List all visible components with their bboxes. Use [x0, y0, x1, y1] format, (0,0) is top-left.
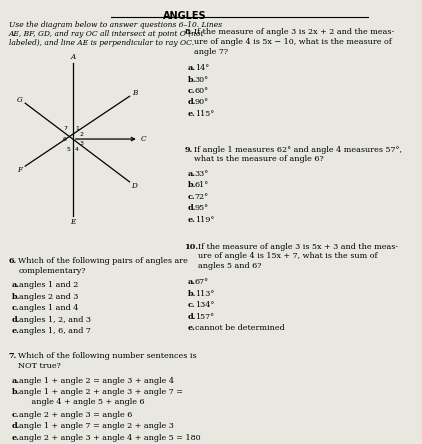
- Text: Which of the following number sentences is
NOT true?: Which of the following number sentences …: [18, 352, 197, 370]
- Text: If the measure of angle 3 is 2x + 2 and the meas-
ure of angle 4 is 5x − 10, wha: If the measure of angle 3 is 2x + 2 and …: [194, 28, 394, 56]
- Text: 33°: 33°: [195, 170, 209, 178]
- Text: G: G: [17, 96, 23, 104]
- Text: e.: e.: [187, 110, 195, 118]
- Text: B: B: [132, 89, 137, 97]
- Text: 10.: 10.: [184, 242, 198, 250]
- Text: c.: c.: [187, 301, 195, 309]
- Text: d.: d.: [12, 316, 20, 324]
- Text: 119°: 119°: [195, 215, 214, 223]
- Text: 4: 4: [75, 147, 79, 151]
- Text: e.: e.: [12, 433, 19, 442]
- Text: b.: b.: [187, 75, 196, 83]
- Text: F: F: [18, 166, 22, 174]
- Text: E: E: [70, 218, 76, 226]
- Text: 9.: 9.: [184, 146, 193, 154]
- Text: If angle 1 measures 62° and angle 4 measures 57°,
what is the measure of angle 6: If angle 1 measures 62° and angle 4 meas…: [194, 146, 402, 163]
- Text: e.: e.: [187, 215, 195, 223]
- Text: e.: e.: [187, 324, 195, 332]
- Text: b.: b.: [12, 293, 20, 301]
- Text: Use the diagram below to answer questions 6–10. Lines
AE, BF, GD, and ray OC all: Use the diagram below to answer question…: [9, 21, 222, 48]
- Text: 3: 3: [79, 141, 83, 146]
- Text: angle 1 + angle 2 + angle 3 + angle 7 =
     angle 4 + angle 5 + angle 6: angle 1 + angle 2 + angle 3 + angle 7 = …: [19, 388, 183, 406]
- Text: 6.: 6.: [9, 257, 17, 265]
- Text: A: A: [70, 53, 76, 61]
- Text: a.: a.: [12, 281, 20, 289]
- Text: angles 2 and 3: angles 2 and 3: [19, 293, 78, 301]
- Text: Which of the following pairs of angles are
complementary?: Which of the following pairs of angles a…: [18, 257, 188, 275]
- Text: d.: d.: [187, 204, 196, 212]
- Text: angles 1 and 4: angles 1 and 4: [19, 304, 78, 312]
- Text: c.: c.: [187, 193, 195, 201]
- Text: 6: 6: [62, 137, 66, 142]
- Text: b.: b.: [187, 182, 196, 190]
- Text: D: D: [131, 182, 137, 190]
- Text: angle 1 + angle 2 = angle 3 + angle 4: angle 1 + angle 2 = angle 3 + angle 4: [19, 377, 174, 385]
- Text: angle 2 + angle 3 + angle 4 + angle 5 = 180: angle 2 + angle 3 + angle 4 + angle 5 = …: [19, 433, 200, 442]
- Text: 7.: 7.: [9, 352, 17, 360]
- Text: c.: c.: [187, 87, 195, 95]
- Text: a.: a.: [187, 278, 195, 286]
- Text: 113°: 113°: [195, 290, 214, 298]
- Text: 134°: 134°: [195, 301, 214, 309]
- Text: b.: b.: [12, 388, 20, 396]
- Text: 5: 5: [67, 147, 71, 151]
- Text: If the measure of angle 3 is 5x + 3 and the meas-
ure of angle 4 is 15x + 7, wha: If the measure of angle 3 is 5x + 3 and …: [197, 242, 398, 270]
- Text: 61°: 61°: [195, 182, 209, 190]
- Text: 1: 1: [75, 127, 79, 131]
- Text: angles 1, 6, and 7: angles 1, 6, and 7: [19, 327, 91, 335]
- Text: b.: b.: [187, 290, 196, 298]
- Text: c.: c.: [12, 304, 19, 312]
- Text: angle 1 + angle 7 = angle 2 + angle 3: angle 1 + angle 7 = angle 2 + angle 3: [19, 422, 174, 430]
- Text: 8.: 8.: [184, 28, 193, 36]
- Text: 67°: 67°: [195, 278, 209, 286]
- Text: 7: 7: [64, 127, 68, 131]
- Text: c.: c.: [12, 411, 19, 419]
- Text: d.: d.: [187, 313, 196, 321]
- Text: 60°: 60°: [195, 87, 209, 95]
- Text: d.: d.: [12, 422, 20, 430]
- Text: ANGLES: ANGLES: [163, 12, 206, 21]
- Text: d.: d.: [187, 99, 196, 107]
- Text: a.: a.: [187, 64, 195, 72]
- Text: 90°: 90°: [195, 99, 209, 107]
- Text: 30°: 30°: [195, 75, 209, 83]
- Text: 2: 2: [79, 132, 83, 137]
- Text: e.: e.: [12, 327, 19, 335]
- Text: angles 1, 2, and 3: angles 1, 2, and 3: [19, 316, 91, 324]
- Text: cannot be determined: cannot be determined: [195, 324, 284, 332]
- Text: 72°: 72°: [195, 193, 209, 201]
- Text: 157°: 157°: [195, 313, 214, 321]
- Text: angle 2 + angle 3 = angle 6: angle 2 + angle 3 = angle 6: [19, 411, 133, 419]
- Text: a.: a.: [12, 377, 20, 385]
- Text: 14°: 14°: [195, 64, 209, 72]
- Text: 115°: 115°: [195, 110, 214, 118]
- Text: a.: a.: [187, 170, 195, 178]
- Text: C: C: [141, 135, 146, 143]
- Text: angles 1 and 2: angles 1 and 2: [19, 281, 78, 289]
- Text: 95°: 95°: [195, 204, 209, 212]
